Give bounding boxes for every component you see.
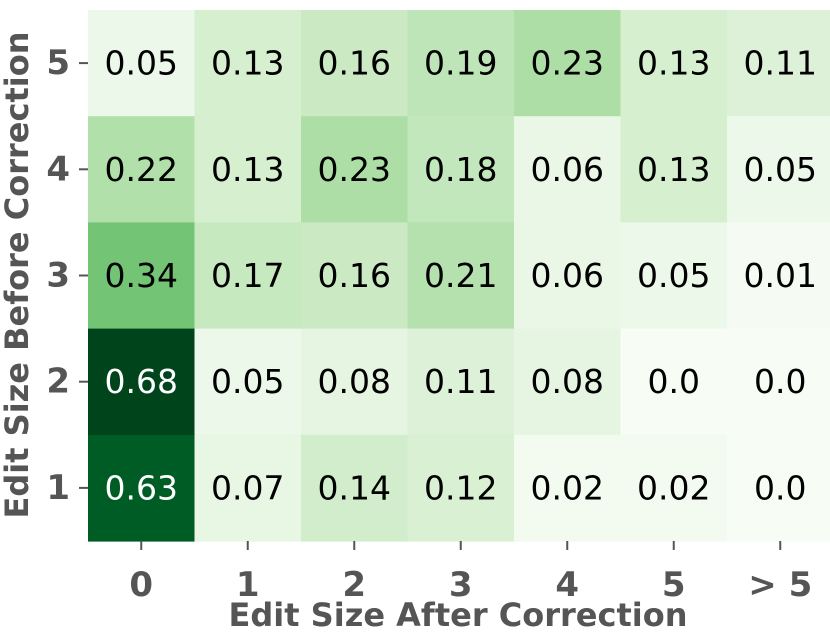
heatmap-cell-r4-c3 [407,434,515,542]
heatmap-cell-r2-c0 [88,222,196,330]
heatmap-cell-r3-c4 [514,328,622,436]
cell-value-labels: 0.05 0.13 0.16 0.19 0.23 0.13 0.11 0.22 0.13 0.23… [105,44,817,508]
cell-value-r2-c0: 0.34 [105,256,178,295]
heatmap-cell-r3-c1 [194,328,302,436]
cell-value-r4-c2: 0.14 [318,468,391,507]
cell-value-r3-c0: 0.68 [105,362,178,401]
heatmap-cell-r2-c1 [194,222,302,330]
cell-value-r1-c3: 0.18 [424,150,497,189]
heatmap-cell-r3-c0 [88,328,196,436]
cell-value-r4-c4: 0.02 [531,468,604,507]
cell-value-r1-c4: 0.06 [531,150,604,189]
cell-value-r3-c3: 0.11 [424,362,497,401]
heatmap-cell-r1-c2 [301,116,409,223]
cell-value-r0-c4: 0.23 [531,44,604,83]
cell-value-r0-c2: 0.16 [318,44,391,83]
cell-value-r3-c6: 0.0 [754,362,806,401]
cell-value-r2-c4: 0.06 [531,256,604,295]
heatmap-cell-r1-c3 [407,116,515,223]
x-axis-label: Edit Size After Correction [229,596,688,634]
x-tick-label-2: 2 [342,565,366,605]
cell-value-r2-c3: 0.21 [424,256,497,295]
cell-value-r2-c6: 0.01 [744,256,817,295]
cell-value-r4-c0: 0.63 [105,468,178,507]
heatmap-cell-r0-c4 [514,10,622,117]
cell-value-r4-c5: 0.02 [637,468,710,507]
y-tick-label-0: 5 [46,43,70,83]
heatmap-cell-r2-c5 [620,222,728,330]
x-axis-ticks: 0 1 2 3 4 5 > 5 [129,541,812,605]
cell-value-r0-c6: 0.11 [744,44,817,83]
heatmap-cell-r3-c6 [727,328,830,436]
x-tick-label-1: 1 [236,565,260,605]
heatmap-cell-r3-c3 [407,328,515,436]
heatmap-cell-r0-c6 [727,10,830,117]
cell-value-r0-c1: 0.13 [211,44,284,83]
cell-value-r0-c3: 0.19 [424,44,497,83]
cell-value-r1-c5: 0.13 [637,150,710,189]
heatmap-cell-r0-c2 [301,10,409,117]
heatmap-cell-r4-c2 [301,434,409,542]
heatmap-cell-r2-c3 [407,222,515,330]
cell-value-r0-c0: 0.05 [105,44,178,83]
heatmap-cell-r1-c5 [620,116,728,223]
y-tick-label-1: 4 [46,149,70,189]
cell-value-r1-c6: 0.05 [744,150,817,189]
cell-value-r4-c3: 0.12 [424,468,497,507]
heatmap-cell-r0-c1 [194,10,302,117]
heatmap-cell-r1-c1 [194,116,302,223]
x-tick-label-6: > 5 [748,565,812,605]
x-tick-label-0: 0 [129,565,153,605]
heatmap-cell-r2-c4 [514,222,622,330]
heatmap-cell-r4-c1 [194,434,302,542]
x-tick-label-5: 5 [662,565,686,605]
heatmap-cell-r0-c5 [620,10,728,117]
heatmap-cell-r3-c2 [301,328,409,436]
heatmap-cells [88,10,830,542]
heatmap-cell-r1-c0 [88,116,196,223]
cell-value-r1-c2: 0.23 [318,150,391,189]
heatmap-cell-r4-c5 [620,434,728,542]
heatmap-cell-r4-c6 [727,434,830,542]
y-axis-ticks: 5 4 3 2 1 [46,43,88,508]
heatmap-cell-r3-c5 [620,328,728,436]
heatmap-cell-r4-c4 [514,434,622,542]
heatmap-cell-r1-c4 [514,116,622,223]
y-tick-label-4: 1 [46,468,70,508]
heatmap-cell-r2-c6 [727,222,830,330]
heatmap-cell-r1-c6 [727,116,830,223]
x-tick-label-3: 3 [449,565,473,605]
cell-value-r3-c5: 0.0 [648,362,700,401]
cell-value-r3-c4: 0.08 [531,362,604,401]
cell-value-r4-c1: 0.07 [211,468,284,507]
cell-value-r0-c5: 0.13 [637,44,710,83]
y-tick-label-2: 3 [46,256,70,296]
cell-value-r4-c6: 0.0 [754,468,806,507]
cell-value-r3-c2: 0.08 [318,362,391,401]
cell-value-r2-c5: 0.05 [637,256,710,295]
heatmap-cell-r2-c2 [301,222,409,330]
cell-value-r2-c1: 0.17 [211,256,284,295]
y-tick-label-3: 2 [46,362,70,402]
y-axis-label: Edit Size Before Correction [0,31,36,518]
cell-value-r3-c1: 0.05 [211,362,284,401]
x-tick-label-4: 4 [555,565,579,605]
cell-value-r1-c0: 0.22 [105,150,178,189]
cell-value-r1-c1: 0.13 [211,150,284,189]
heatmap-cell-r0-c3 [407,10,515,117]
heatmap-cell-r0-c0 [88,10,196,117]
cell-value-r2-c2: 0.16 [318,256,391,295]
heatmap-cell-r4-c0 [88,434,196,542]
